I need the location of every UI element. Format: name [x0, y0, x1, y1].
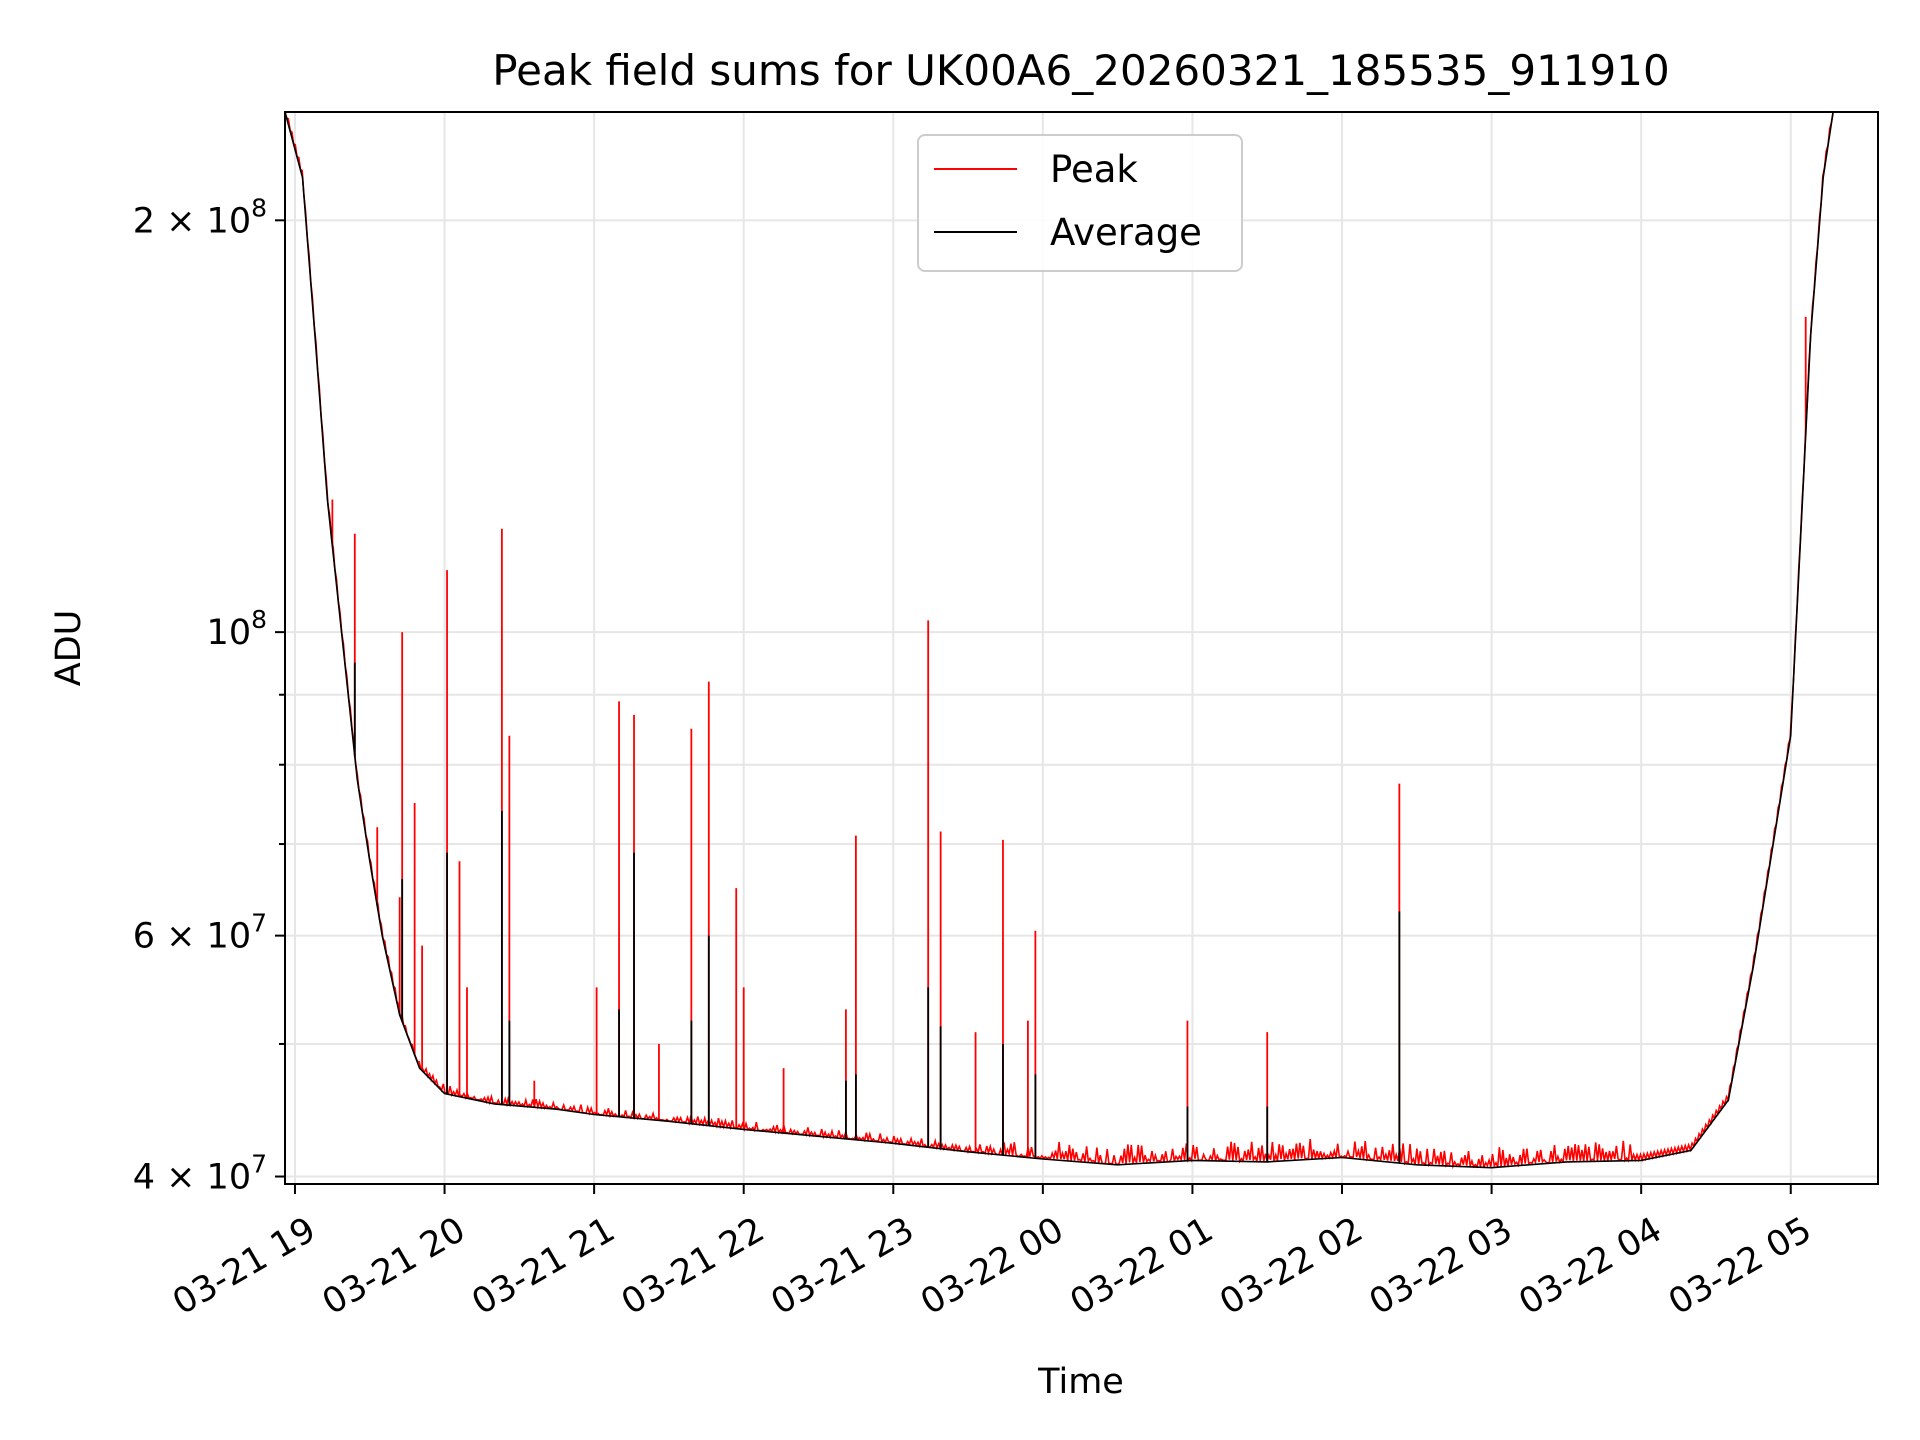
legend-label-average: Average — [1050, 211, 1202, 254]
x-axis-label: Time — [1037, 1362, 1124, 1402]
y-tick-label: 6 × 107 — [133, 909, 267, 957]
y-tick-label: 2 × 108 — [133, 193, 267, 241]
peak-series-line — [284, 111, 1834, 1170]
average-series-line — [284, 111, 1834, 1169]
chart-title: Peak field sums for UK00A6_20260321_1855… — [492, 46, 1669, 95]
legend-label-peak: Peak — [1050, 148, 1138, 191]
plot-area — [284, 111, 1834, 1170]
y-tick-label: 4 × 107 — [133, 1150, 267, 1198]
axes-frame — [284, 111, 1879, 1185]
legend: Peak Average — [917, 134, 1243, 272]
y-axis-label: ADU — [49, 610, 89, 687]
y-tick-label: 108 — [207, 605, 267, 653]
